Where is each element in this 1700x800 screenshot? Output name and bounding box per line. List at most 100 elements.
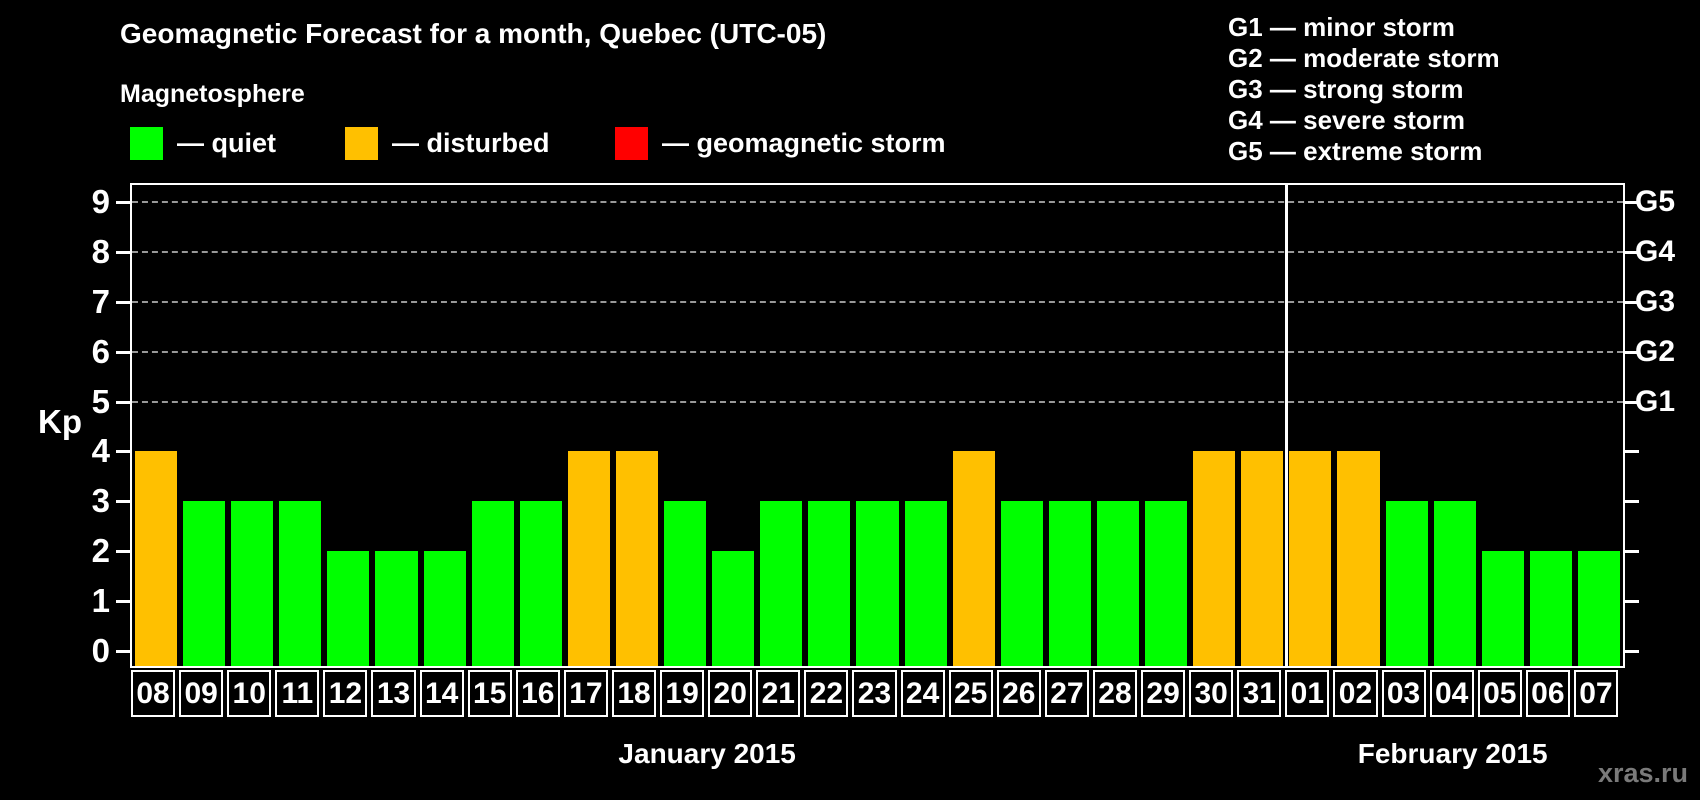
bar [567,451,610,666]
y-tick-label: 5 [91,382,110,420]
day-cell: 07 [1573,670,1618,717]
y-axis-tick [116,250,130,254]
y-tick-label: 0 [91,632,110,669]
day-cell: 28 [1092,670,1138,717]
bar [1000,501,1043,666]
legend-item-disturbed: — disturbed [345,126,550,160]
g-axis-tick [1625,650,1639,653]
disturbed-swatch-icon [345,126,378,160]
bar [471,501,514,666]
gridline [132,200,1623,203]
day-cell: 29 [1141,670,1186,717]
g-axis-tick [1625,200,1639,204]
y-axis-tick [116,600,130,604]
legend-label: — quiet [177,127,276,158]
day-cell: 18 [611,670,657,717]
watermark: xras.ru [1597,758,1688,788]
month-label-february: February 2015 [1357,738,1548,769]
g-axis-label: G2 [1635,334,1676,368]
g-axis-tick [1625,350,1639,354]
bar [808,501,851,666]
bar [1577,551,1620,666]
day-cell: 30 [1189,670,1234,717]
day-cell: 16 [515,670,560,717]
bar [327,551,370,666]
day-cell: 14 [419,670,464,717]
g-axis-tick [1625,250,1639,254]
legend-label: — disturbed [392,127,550,158]
day-cell: 03 [1381,670,1426,717]
g-axis-tick [1625,500,1639,504]
quiet-swatch-icon [130,126,163,160]
day-cell: 04 [1429,670,1474,717]
g-axis-label: G3 [1635,284,1676,318]
g-axis-label: G4 [1635,234,1676,268]
bar [135,451,178,666]
bar [279,501,322,666]
g-legend-item: G3 — strong storm [1228,74,1464,104]
bar [760,501,803,666]
plot-area: 0 1 2 3 4 5 G1 6 G2 7 G3 8 G4 9 G5 [92,183,1675,669]
y-tick-label: 3 [91,482,110,520]
gridline [132,250,1623,253]
legend-label: — geomagnetic storm [662,127,946,158]
day-cell: 25 [948,670,993,717]
bar [664,501,707,666]
x-axis-day-row: 08 09 10 11 12 13 14 15 16 17 18 19 20 21 22 23 24 25 26 27… [130,670,1625,717]
y-axis-tick [116,200,130,204]
legend-item-geomagnetic-storm: — geomagnetic storm [615,126,946,160]
day-cell: 08 [131,670,176,717]
y-tick-label: 8 [91,232,110,270]
y-axis-tick [116,300,130,304]
day-cell: 05 [1477,670,1522,717]
bar [1241,451,1284,666]
gridline [132,400,1623,403]
magnetosphere-legend: — quiet — disturbed — geomagnetic storm [0,126,1120,166]
y-axis-tick [116,500,130,504]
y-tick-label: 6 [91,332,110,370]
bar [856,501,899,666]
legend-item-quiet: — quiet [130,126,276,160]
geomagnetic-storm-swatch-icon [615,126,648,160]
magnetosphere-legend-title: Magnetosphere [120,80,305,108]
day-cell: 17 [563,670,608,717]
bar [519,501,562,666]
y-axis-tick [116,650,130,653]
day-cell: 26 [996,670,1041,717]
bar [1289,451,1332,666]
bar [1048,501,1091,666]
y-axis-tick [116,550,130,554]
chart-title: Geomagnetic Forecast for a month, Quebec… [120,18,827,49]
day-cell: 15 [467,670,512,717]
month-separator-line [1284,185,1288,666]
g-axis-label: G1 [1635,384,1676,418]
y-axis-tick [116,450,130,454]
bar [423,551,466,666]
g-axis-tick [1625,450,1639,454]
day-cell: 27 [1044,670,1089,717]
day-cell: 23 [852,670,897,717]
gridline [132,350,1623,353]
bar [904,501,947,666]
bar [1193,451,1236,666]
bar [712,551,755,666]
day-cell: 19 [660,670,705,717]
g-axis-label: G5 [1635,184,1676,218]
bar [375,551,418,666]
g-legend-item: G5 — extreme storm [1228,136,1483,166]
day-cell: 10 [227,670,272,717]
day-cell: 06 [1525,670,1570,717]
bar [615,451,659,666]
g-legend-item: G1 — minor storm [1228,12,1455,42]
bar [1096,501,1140,666]
day-cell: 24 [900,670,945,717]
g-scale-legend: G1 — minor storm G2 — moderate storm G3 — … [1228,12,1500,167]
g-axis-tick [1625,400,1639,404]
day-cell: 12 [323,670,368,717]
day-cell: 22 [804,670,849,717]
day-cell: 09 [179,670,224,717]
g-legend-item: G2 — moderate storm [1228,43,1500,73]
day-cell: 31 [1237,670,1282,717]
bar [183,501,226,666]
